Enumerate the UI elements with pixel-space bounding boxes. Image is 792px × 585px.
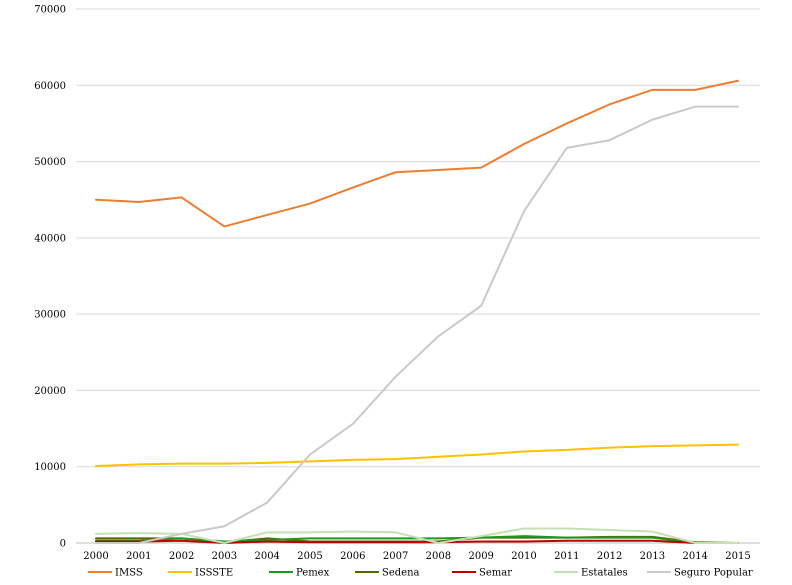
legend-entry-label: Sedena	[382, 568, 420, 579]
legend: IMSS ISSSTE Pemex Sedena Semar Estatales Segur…	[88, 568, 753, 579]
x-tick-label: 2013	[640, 551, 665, 562]
y-tick-label: 10000	[34, 462, 66, 473]
x-tick-label: 2000	[83, 551, 108, 562]
x-tick-label: 2003	[212, 551, 237, 562]
legend-entry-label: Semar	[479, 568, 512, 579]
y-axis-tick-labels: 0 10000 20000 30000 40000 50000 60000 70000	[34, 5, 66, 550]
y-tick-label: 30000	[34, 310, 66, 321]
x-tick-label: 2004	[254, 551, 279, 562]
y-tick-label: 40000	[34, 233, 66, 244]
y-tick-label: 0	[60, 539, 66, 550]
series-line-semar	[95, 539, 739, 544]
legend-entry-label: Seguro Popular	[674, 568, 753, 579]
gridlines	[76, 8, 760, 544]
series-lines	[95, 79, 739, 544]
y-tick-label: 70000	[34, 5, 66, 16]
y-tick-label: 60000	[34, 81, 66, 92]
legend-entry-label: Estatales	[581, 568, 628, 579]
x-tick-label: 2015	[725, 551, 750, 562]
x-tick-label: 2011	[554, 551, 579, 562]
series-line-imss	[95, 79, 739, 228]
series-line-estatales	[95, 527, 739, 544]
x-tick-label: 2012	[597, 551, 622, 562]
x-tick-label: 2009	[468, 551, 493, 562]
legend-entry-label: Pemex	[296, 568, 330, 579]
y-tick-label: 20000	[34, 386, 66, 397]
y-tick-label: 50000	[34, 157, 66, 168]
x-tick-label: 2001	[126, 551, 151, 562]
x-tick-label: 2002	[169, 551, 194, 562]
legend-entry-label: IMSS	[115, 568, 143, 579]
legend-entry-label: ISSSTE	[195, 568, 233, 579]
x-tick-label: 2014	[682, 551, 707, 562]
x-tick-label: 2006	[340, 551, 365, 562]
x-tick-label: 2005	[297, 551, 322, 562]
x-axis-tick-labels: 2000 2001 2002 2003 2004 2005 2006 2007 2008 2009…	[83, 551, 750, 562]
x-tick-label: 2007	[383, 551, 408, 562]
x-tick-label: 2010	[511, 551, 536, 562]
series-line-seguro-popular	[95, 105, 739, 544]
series-line-issste	[95, 443, 739, 467]
x-tick-label: 2008	[426, 551, 451, 562]
